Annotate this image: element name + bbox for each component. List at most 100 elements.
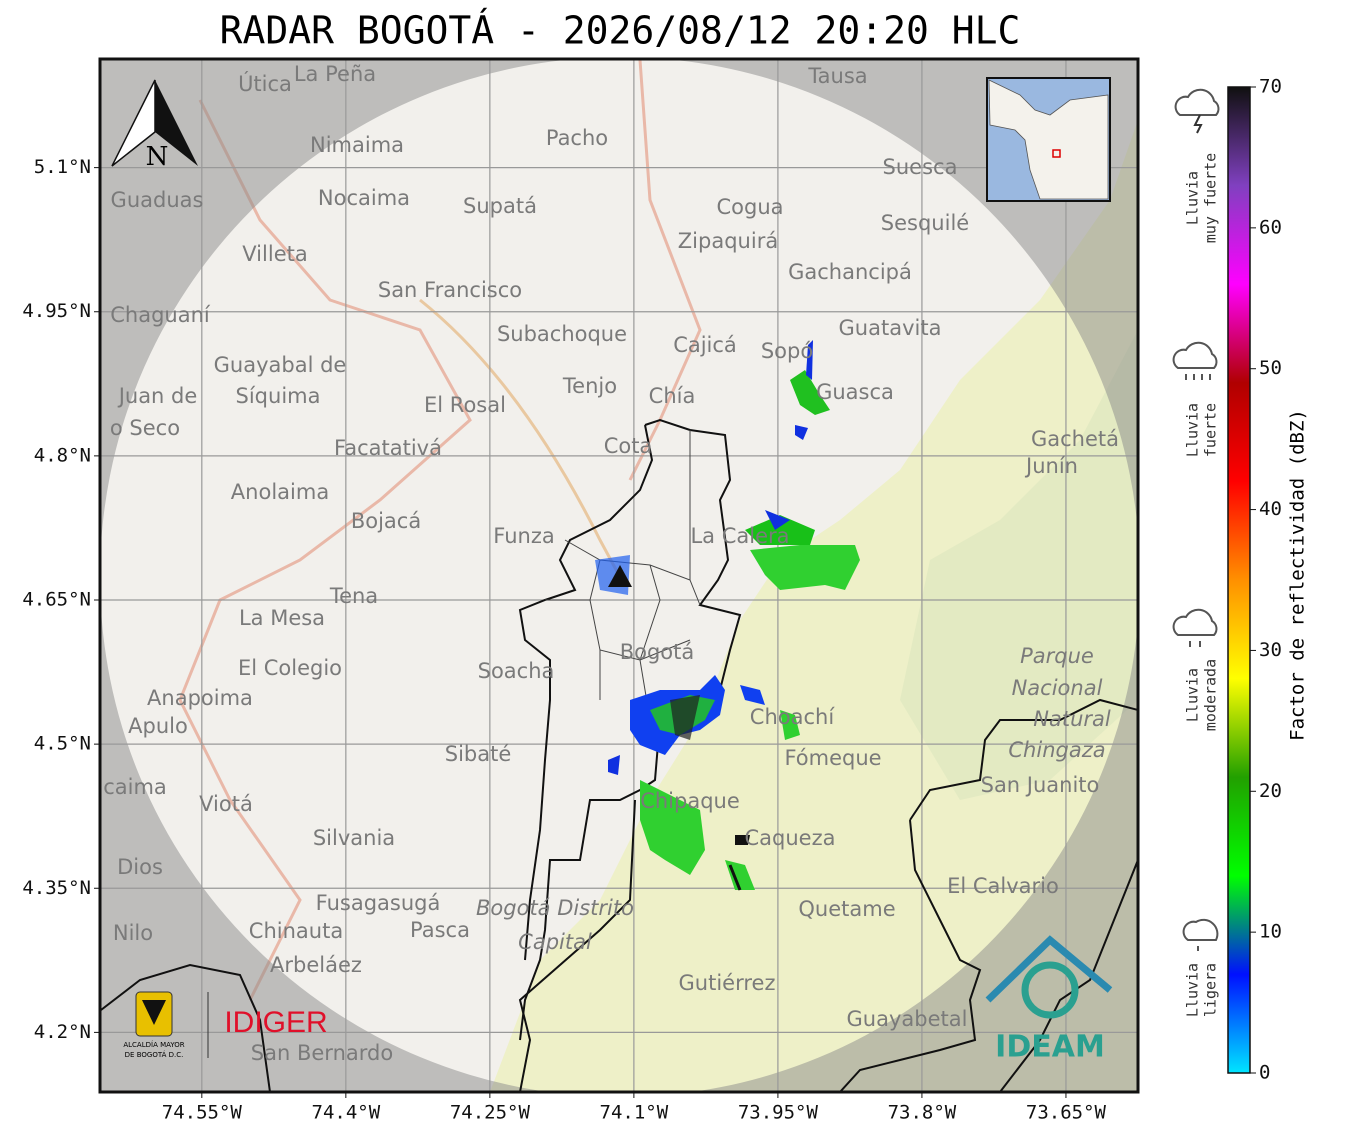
place-name: Caqueza	[745, 826, 836, 850]
colorbar-tick-label: 10	[1259, 921, 1282, 943]
y-tick-label: 5.1°N	[34, 156, 91, 178]
place-name: Cogua	[716, 195, 783, 219]
place-name: Choachí	[750, 705, 836, 729]
place-name: Subachoque	[497, 322, 627, 346]
place-name: Síquima	[236, 384, 321, 408]
place-name: Chinauta	[249, 919, 343, 943]
place-name: Soacha	[478, 659, 555, 683]
weather-icons	[1172, 88, 1220, 951]
map-area: Útica La Peña Tausa Pacho Nimaima Suesca Guadu…	[101, 60, 1137, 1091]
place-name: Fómeque	[784, 746, 881, 770]
legend-label: Lluvia	[1184, 171, 1202, 225]
inset-map	[986, 77, 1111, 202]
y-tick-label: 4.2°N	[34, 1021, 91, 1043]
place-name: Tena	[329, 584, 378, 608]
place-name: Nilo	[113, 921, 153, 945]
place-name: Tausa	[807, 64, 867, 88]
place-name: Anolaima	[231, 480, 329, 504]
place-name: La Mesa	[239, 606, 325, 630]
place-name: Silvania	[313, 826, 395, 850]
place-name: Bojacá	[351, 509, 421, 533]
y-tick-label: 4.8°N	[34, 444, 91, 466]
alcaldia-line: ALCALDÍA MAYOR	[123, 1040, 184, 1049]
place-name: Villeta	[242, 242, 307, 266]
place-name: Útica	[238, 71, 292, 96]
legend-label: Lluvia	[1184, 403, 1202, 457]
place-name: Junín	[1024, 454, 1078, 478]
place-name: Dios	[117, 855, 163, 879]
place-name: Zipaquirá	[678, 229, 778, 253]
colorbar-tick-label: 30	[1259, 639, 1282, 661]
place-name: Chía	[649, 384, 696, 408]
x-tick-label: 73.65°W	[1026, 1102, 1107, 1124]
place-name: Cota	[604, 434, 653, 458]
place-name: Bogotá Distrito	[476, 896, 634, 920]
place-name: Sibaté	[445, 742, 512, 766]
legend-label: Lluvia	[1184, 963, 1202, 1017]
radar-echoes	[595, 340, 860, 891]
y-tick-label: 4.65°N	[22, 589, 91, 611]
y-tick-label: 4.95°N	[22, 300, 91, 322]
place-name: Fusagasugá	[316, 891, 441, 915]
logos: ALCALDÍA MAYOR DE BOGOTÁ D.C. IDIGER IDE…	[123, 935, 1113, 1065]
localities	[545, 430, 701, 721]
place-name: San Bernardo	[251, 1041, 393, 1065]
place-name: Gachancipá	[788, 260, 912, 284]
x-tick-label: 73.8°W	[888, 1102, 957, 1124]
place-name: Gachetá	[1031, 427, 1119, 451]
place-name: Pacho	[546, 126, 608, 150]
legend-label: muy fuerte	[1202, 153, 1220, 243]
place-name: El Rosal	[424, 393, 506, 417]
idiger-logo: IDIGER	[224, 1006, 327, 1039]
place-name: Gutiérrez	[679, 971, 776, 995]
place-name: Sopó	[761, 339, 813, 363]
place-name: Tenjo	[562, 374, 617, 398]
place-name: Guaduas	[111, 188, 204, 212]
place-name: Bogotá	[620, 640, 695, 664]
x-tick-label: 73.95°W	[738, 1102, 819, 1124]
place-name: Guayabal de	[214, 353, 347, 377]
north-label: N	[146, 142, 169, 172]
legend-label: Lluvia	[1184, 668, 1202, 722]
radar-site	[608, 565, 632, 587]
x-tick-label: 74.55°W	[162, 1102, 243, 1124]
place-name: Nocaima	[318, 186, 410, 210]
place-name: o Seco	[110, 416, 180, 440]
place-name: Chaguaní	[110, 303, 211, 327]
colorbar-tick-label: 70	[1259, 76, 1282, 98]
place-name: Parque	[1020, 644, 1094, 668]
place-name: La Calera	[690, 524, 789, 548]
place-name: caima	[103, 775, 167, 799]
place-name: Sesquilé	[881, 211, 969, 235]
colorbar-tick-label: 50	[1259, 357, 1282, 379]
place-name: El Calvario	[947, 874, 1059, 898]
map-frame	[98, 57, 1140, 1094]
place-name: La Peña	[294, 62, 376, 86]
place-name: Guatavita	[839, 316, 942, 340]
place-name: Natural	[1033, 707, 1111, 731]
place-name: Facatativá	[334, 436, 442, 460]
place-name: Funza	[493, 524, 554, 548]
colorbar-tick-label: 60	[1259, 216, 1282, 238]
place-name: Supatá	[463, 194, 537, 218]
y-tick-label: 4.35°N	[22, 877, 91, 899]
colorbar	[1227, 86, 1251, 1074]
place-names: Útica La Peña Tausa Pacho Nimaima Suesca Guadu…	[103, 62, 1119, 1065]
legend-label: moderada	[1202, 659, 1220, 731]
place-name: El Colegio	[238, 656, 342, 680]
place-name: Nacional	[1012, 676, 1103, 700]
alcaldia-line: DE BOGOTÁ D.C.	[125, 1050, 184, 1059]
x-tick-label: 74.4°W	[312, 1102, 381, 1124]
x-tick-label: 74.25°W	[450, 1102, 531, 1124]
legend-label: ligera	[1202, 963, 1220, 1017]
place-name: Cajicá	[673, 333, 737, 357]
place-name: Capital	[518, 930, 592, 954]
legend-label: fuerte	[1202, 403, 1220, 457]
place-name: San Francisco	[378, 278, 522, 302]
road	[419, 298, 622, 578]
place-name: Guayabetal	[847, 1007, 968, 1031]
place-name: Arbeláez	[270, 953, 362, 977]
place-name: Anapoima	[147, 686, 253, 710]
